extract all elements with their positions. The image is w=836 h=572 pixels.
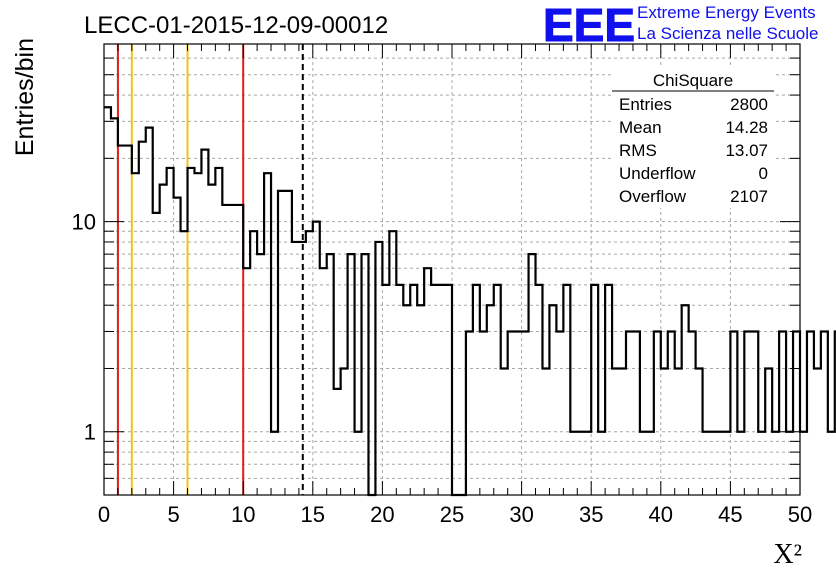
stats-value: 2800 [730, 95, 768, 114]
histogram-line [104, 106, 836, 497]
x-tick-label: 40 [649, 502, 673, 527]
stats-label: Underflow [619, 164, 696, 183]
reference-lines [116, 44, 304, 495]
stats-box: ChiSquare Entries 2800 Mean 14.28 RMS 13… [612, 68, 774, 208]
stats-value: 13.07 [725, 141, 768, 160]
x-tick-label: 0 [98, 502, 110, 527]
y-tick-label: 1 [84, 420, 96, 445]
eee-logo-line2: La Scienza nelle Scuole [637, 24, 818, 43]
stats-title: ChiSquare [653, 71, 733, 90]
x-tick-label: 20 [370, 502, 394, 527]
axis-ticks: 0 5 10 15 20 25 30 35 40 45 50 1 10 [72, 44, 812, 527]
stats-value: 14.28 [725, 118, 768, 137]
x-tick-label: 30 [509, 502, 533, 527]
eee-logo-mark: EEE [543, 0, 635, 51]
x-tick-label: 35 [579, 502, 603, 527]
eee-logo: EEE Extreme Energy Events La Scienza nel… [543, 0, 819, 52]
y-tick-label: 10 [72, 210, 96, 235]
x-axis-label: X² [773, 539, 802, 570]
stats-label: Mean [619, 118, 662, 137]
x-tick-label: 50 [788, 502, 812, 527]
x-tick-label: 10 [231, 502, 255, 527]
eee-logo-line1: Extreme Energy Events [637, 3, 816, 22]
stats-label: Entries [619, 95, 672, 114]
y-axis-label: Entries/bin [11, 38, 39, 156]
stats-label: Overflow [619, 187, 687, 206]
x-tick-label: 15 [301, 502, 325, 527]
stats-label: RMS [619, 141, 657, 160]
chart-title: LECC-01-2015-12-09-00012 [84, 12, 388, 39]
x-tick-label: 5 [167, 502, 179, 527]
x-tick-label: 25 [440, 502, 464, 527]
stats-value: 2107 [730, 187, 768, 206]
stats-value: 0 [759, 164, 768, 183]
x-tick-label: 45 [718, 502, 742, 527]
histogram-series [104, 106, 836, 497]
